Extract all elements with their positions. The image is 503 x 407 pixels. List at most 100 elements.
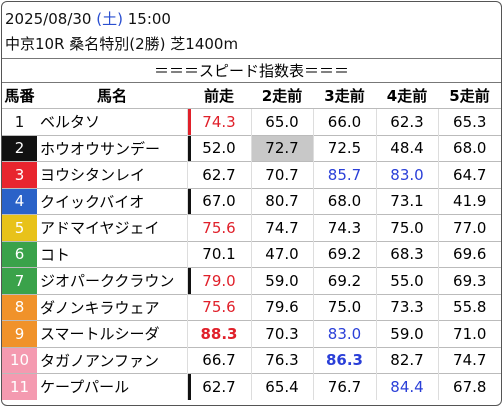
speed-index: 88.3 — [186, 320, 251, 347]
horse-name: クイックバイオ — [37, 187, 187, 215]
speed-index: 70.3 — [250, 320, 313, 347]
horse-row: 3 ヨウシタンレイ 62.7 70.7 85.7 83.0 64.7 — [2, 161, 501, 188]
speed-index: 79.0 — [186, 267, 251, 294]
speed-index: 66.0 — [312, 108, 376, 135]
race-datetime: 2025/08/30 (土) 15:00 — [5, 8, 171, 29]
horse-number: 2 — [2, 134, 37, 162]
column-header: 馬名 — [37, 82, 187, 109]
speed-index: 71.0 — [437, 320, 501, 347]
speed-index: 69.6 — [437, 240, 501, 268]
speed-index: 69.3 — [437, 267, 501, 294]
speed-index: 68.3 — [375, 240, 438, 268]
horse-row: 2 ホウオウサンデー 52.0 72.7 72.5 48.4 68.0 — [2, 134, 501, 162]
column-header: 5走前 — [438, 82, 501, 109]
column-header: 2走前 — [251, 82, 313, 109]
horse-row: 9 スマートルシーダ 88.3 70.3 83.0 59.0 71.0 — [2, 320, 501, 347]
speed-index: 52.0 — [186, 134, 251, 162]
column-header: 馬番 — [2, 82, 37, 109]
speed-index: 48.4 — [375, 134, 438, 162]
horse-number: 11 — [2, 373, 37, 400]
table-title: ＝＝＝スピード指数表＝＝＝ — [2, 58, 501, 83]
horse-name: タガノアンファン — [37, 346, 187, 374]
speed-index: 68.0 — [312, 187, 376, 215]
horse-row: 7 ジオパーククラウン 79.0 59.0 69.2 55.0 69.3 — [2, 267, 501, 294]
horse-name: ベルタソ — [37, 108, 187, 135]
horse-row: 11 ケープパール 62.7 65.4 76.7 84.4 67.8 — [2, 373, 501, 400]
speed-index: 62.7 — [186, 161, 251, 188]
speed-index: 82.7 — [375, 346, 438, 374]
horse-name: コト — [37, 240, 187, 268]
title-row: ＝＝＝スピード指数表＝＝＝ — [2, 58, 501, 83]
speed-index: 74.7 — [250, 214, 313, 241]
speed-index: 59.0 — [375, 320, 438, 347]
speed-index: 74.7 — [437, 346, 501, 374]
speed-index: 74.3 — [312, 214, 376, 241]
horse-name: ホウオウサンデー — [37, 134, 187, 162]
header-row: 馬番 馬名 前走 2走前 3走前 4走前 5走前 — [2, 82, 501, 109]
horse-name: ヨウシタンレイ — [37, 161, 187, 188]
speed-index: 55.0 — [375, 267, 438, 294]
speed-index: 74.3 — [186, 108, 251, 135]
speed-index: 66.7 — [186, 346, 251, 374]
horse-number: 6 — [2, 240, 37, 268]
horse-number: 9 — [2, 320, 37, 347]
horse-name: ジオパーククラウン — [37, 267, 187, 294]
speed-index: 75.6 — [186, 214, 251, 241]
horse-row: 6 コト 70.1 47.0 69.2 68.3 69.6 — [2, 240, 501, 268]
speed-index: 65.4 — [250, 373, 313, 400]
speed-index: 69.2 — [312, 267, 376, 294]
speed-index: 84.4 — [375, 373, 438, 400]
speed-index: 85.7 — [312, 161, 376, 188]
speed-index: 62.7 — [186, 373, 251, 400]
horse-name: ダノンキラウェア — [37, 293, 187, 321]
speed-index: 83.0 — [312, 320, 376, 347]
horse-name: スマートルシーダ — [37, 320, 187, 347]
speed-index: 47.0 — [250, 240, 313, 268]
horse-row: 1 ベルタソ 74.3 65.0 66.0 62.3 65.3 — [2, 108, 501, 135]
speed-index: 79.6 — [250, 293, 313, 321]
horse-row: 4 クイックバイオ 67.0 80.7 68.0 73.1 41.9 — [2, 187, 501, 215]
speed-index: 80.7 — [250, 187, 313, 215]
horse-number: 1 — [2, 108, 37, 135]
speed-index: 75.6 — [186, 293, 251, 321]
horse-row: 5 アドマイヤジェイ 75.6 74.7 74.3 75.0 77.0 — [2, 214, 501, 241]
column-header: 4走前 — [376, 82, 438, 109]
speed-index: 76.3 — [250, 346, 313, 374]
speed-index: 77.0 — [437, 214, 501, 241]
speed-index: 41.9 — [437, 187, 501, 215]
horse-number: 10 — [2, 346, 37, 374]
column-header: 前走 — [187, 82, 251, 109]
speed-index: 70.1 — [186, 240, 251, 268]
horse-number: 4 — [2, 187, 37, 215]
horse-number: 5 — [2, 214, 37, 241]
horse-number: 8 — [2, 293, 37, 321]
horse-row: 10 タガノアンファン 66.7 76.3 86.3 82.7 74.7 — [2, 346, 501, 374]
time: 15:00 — [127, 10, 171, 28]
speed-index: 72.7 — [250, 134, 313, 162]
speed-index: 67.0 — [186, 187, 251, 215]
speed-index: 67.8 — [437, 373, 501, 400]
speed-index: 65.0 — [250, 108, 313, 135]
horse-number: 3 — [2, 161, 37, 188]
date: 2025/08/30 — [5, 10, 92, 28]
speed-index: 73.1 — [375, 187, 438, 215]
speed-index: 59.0 — [250, 267, 313, 294]
race-info: 中京10R 桑名特別(2勝) 芝1400m — [5, 35, 239, 53]
speed-table: ＝＝＝スピード指数表＝＝＝ 馬番 馬名 前走 2走前 3走前 4走前 5走前 1 ベルタソ 74.3… — [2, 58, 501, 400]
speed-index: 86.3 — [312, 346, 376, 374]
speed-index: 65.3 — [437, 108, 501, 135]
speed-index: 55.8 — [437, 293, 501, 321]
speed-index: 75.0 — [312, 293, 376, 321]
horse-name: ケープパール — [37, 373, 187, 400]
speed-index: 69.2 — [312, 240, 376, 268]
speed-index: 64.7 — [437, 161, 501, 188]
speed-index: 75.0 — [375, 214, 438, 241]
horse-number: 7 — [2, 267, 37, 294]
horse-row: 8 ダノンキラウェア 75.6 79.6 75.0 73.3 55.8 — [2, 293, 501, 321]
column-header: 3走前 — [313, 82, 376, 109]
weekday: (土) — [96, 10, 123, 28]
speed-index: 62.3 — [375, 108, 438, 135]
speed-index: 68.0 — [437, 134, 501, 162]
